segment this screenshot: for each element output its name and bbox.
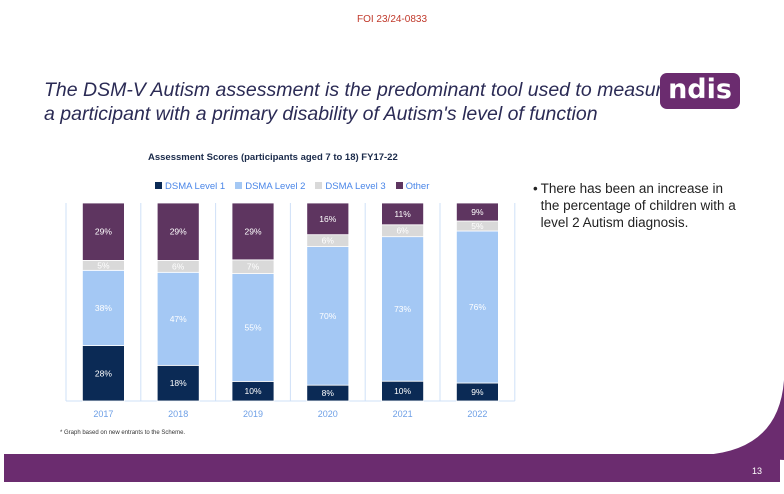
legend-item-level2: DSMA Level 2	[235, 181, 305, 192]
data-label: 73%	[394, 304, 411, 314]
x-tick-label: 2021	[393, 409, 413, 419]
title-line-1: The DSM-V Autism assessment is the predo…	[44, 79, 673, 101]
decorative-curve	[704, 380, 784, 460]
data-label: 16%	[319, 214, 336, 224]
legend-item-level3: DSMA Level 3	[315, 181, 386, 192]
page-number: 13	[751, 466, 762, 476]
data-label: 11%	[394, 209, 411, 219]
data-label: 70%	[319, 311, 336, 321]
bar-segment-2022-1	[455, 230, 499, 384]
legend-item-level1: DSMA Level 1	[155, 181, 225, 192]
data-label: 6%	[396, 226, 409, 236]
data-label: 29%	[95, 227, 112, 237]
bullet-text: There has been an increase in the percen…	[540, 181, 736, 230]
bar-segment-2021-1	[381, 236, 425, 382]
data-label: 9%	[471, 387, 484, 397]
data-label: 76%	[469, 302, 486, 312]
data-label: 28%	[95, 368, 112, 378]
x-tick-label: 2020	[318, 409, 338, 419]
bar-segment-2019-3	[231, 202, 275, 261]
data-label: 5%	[97, 260, 110, 270]
data-label: 7%	[247, 262, 260, 272]
bar-segment-2018-0	[156, 364, 200, 402]
footnote: * Graph based on new entrants to the Sch…	[60, 430, 186, 436]
bar-segment-2019-1	[231, 273, 275, 382]
x-tick-label: 2017	[93, 409, 113, 419]
bar-segment-2021-3	[381, 202, 425, 226]
data-label: 47%	[170, 314, 187, 324]
data-label: 5%	[471, 221, 484, 231]
chart-title: Assessment Scores (participants aged 7 t…	[148, 152, 398, 163]
x-tick-label: 2019	[243, 409, 263, 419]
legend-item-other: Other	[395, 181, 429, 192]
data-label: 18%	[170, 378, 187, 388]
data-label: 9%	[471, 207, 484, 217]
bullet-point: • There has been an increase in the perce…	[533, 180, 743, 231]
data-label: 55%	[244, 322, 261, 332]
bar-segment-2020-1	[306, 246, 350, 386]
footer-band	[4, 454, 780, 482]
data-label: 6%	[322, 236, 335, 246]
bar-segment-2018-3	[156, 202, 200, 261]
x-tick-label: 2018	[168, 409, 188, 419]
slide-title: The DSM-V Autism assessment is the predo…	[44, 78, 673, 126]
chart-legend: DSMA Level 1 DSMA Level 2 DSMA Level 3 O…	[155, 181, 429, 192]
bar-segment-2020-3	[306, 202, 350, 236]
data-label: 29%	[170, 227, 187, 237]
data-label: 10%	[244, 386, 261, 396]
bar-segment-2017-3	[82, 202, 125, 261]
data-label: 6%	[172, 261, 185, 271]
data-label: 38%	[95, 303, 112, 313]
data-label: 10%	[394, 386, 411, 396]
data-label: 8%	[322, 388, 335, 398]
foi-reference: FOI 23/24-0833	[356, 14, 428, 25]
x-tick-label: 2022	[467, 409, 487, 419]
bar-segment-2018-1	[156, 271, 200, 366]
data-label: 29%	[244, 226, 261, 236]
title-line-2: a participant with a primary disability …	[44, 103, 598, 125]
ndis-logo: ndis	[660, 73, 740, 109]
bar-segment-2022-3	[455, 202, 499, 222]
